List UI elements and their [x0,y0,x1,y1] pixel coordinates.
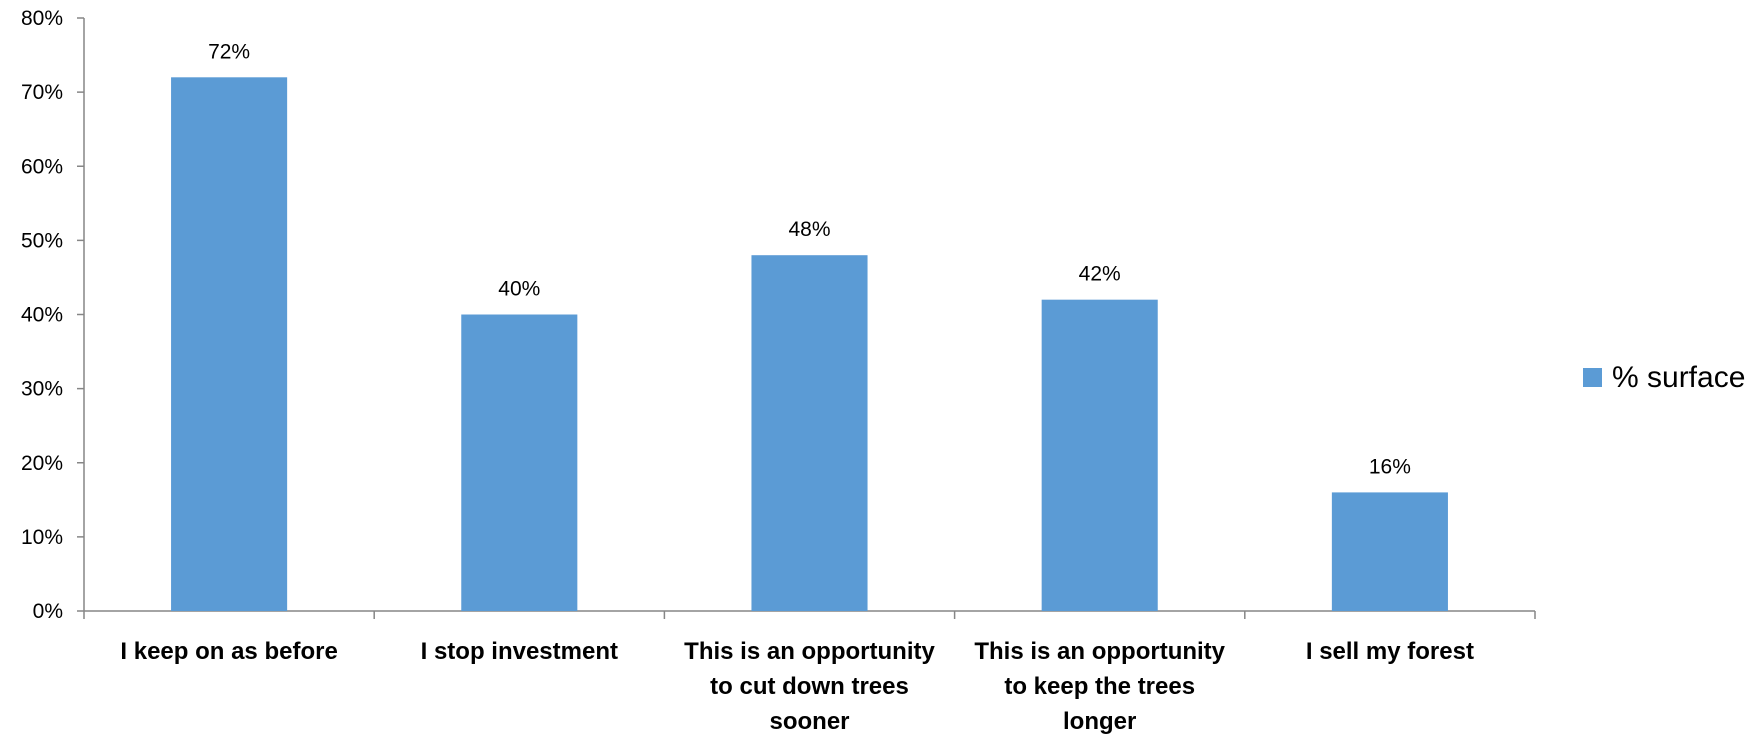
data-label: 42% [1079,263,1121,286]
legend-label-percent-surface: % surface [1612,361,1745,394]
category-label: I sell my forest [1306,638,1474,665]
data-label: 72% [208,40,250,63]
category-label: I stop investment [421,638,618,665]
bar [1041,299,1158,611]
y-tick-label: 50% [21,229,63,252]
bar [171,77,288,612]
y-tick-label: 70% [21,81,63,104]
y-tick-label: 80% [21,7,63,30]
bar [1331,492,1448,611]
legend-swatch-percent-surface [1583,368,1602,387]
category-label: I keep on as before [120,638,337,665]
y-tick-label: 30% [21,378,63,401]
legend: % surface [1583,361,1745,394]
bar [461,314,578,611]
category-label: This is an opportunity to cut down trees s… [684,638,935,735]
y-tick-label: 40% [21,304,63,327]
bar [751,255,868,611]
y-tick-label: 0% [33,600,63,623]
plot-area: 0% 10% 20% 30% 40% 50% 60% 70% 80% 72% I keep on a… [21,7,1536,735]
y-tick-label: 60% [21,155,63,178]
data-label: 16% [1369,455,1411,478]
category-label: This is an opportunity to keep the trees l… [974,638,1225,735]
data-label: 40% [498,278,540,301]
y-tick-label: 20% [21,452,63,475]
data-label: 48% [788,218,830,241]
y-tick-label: 10% [21,526,63,549]
